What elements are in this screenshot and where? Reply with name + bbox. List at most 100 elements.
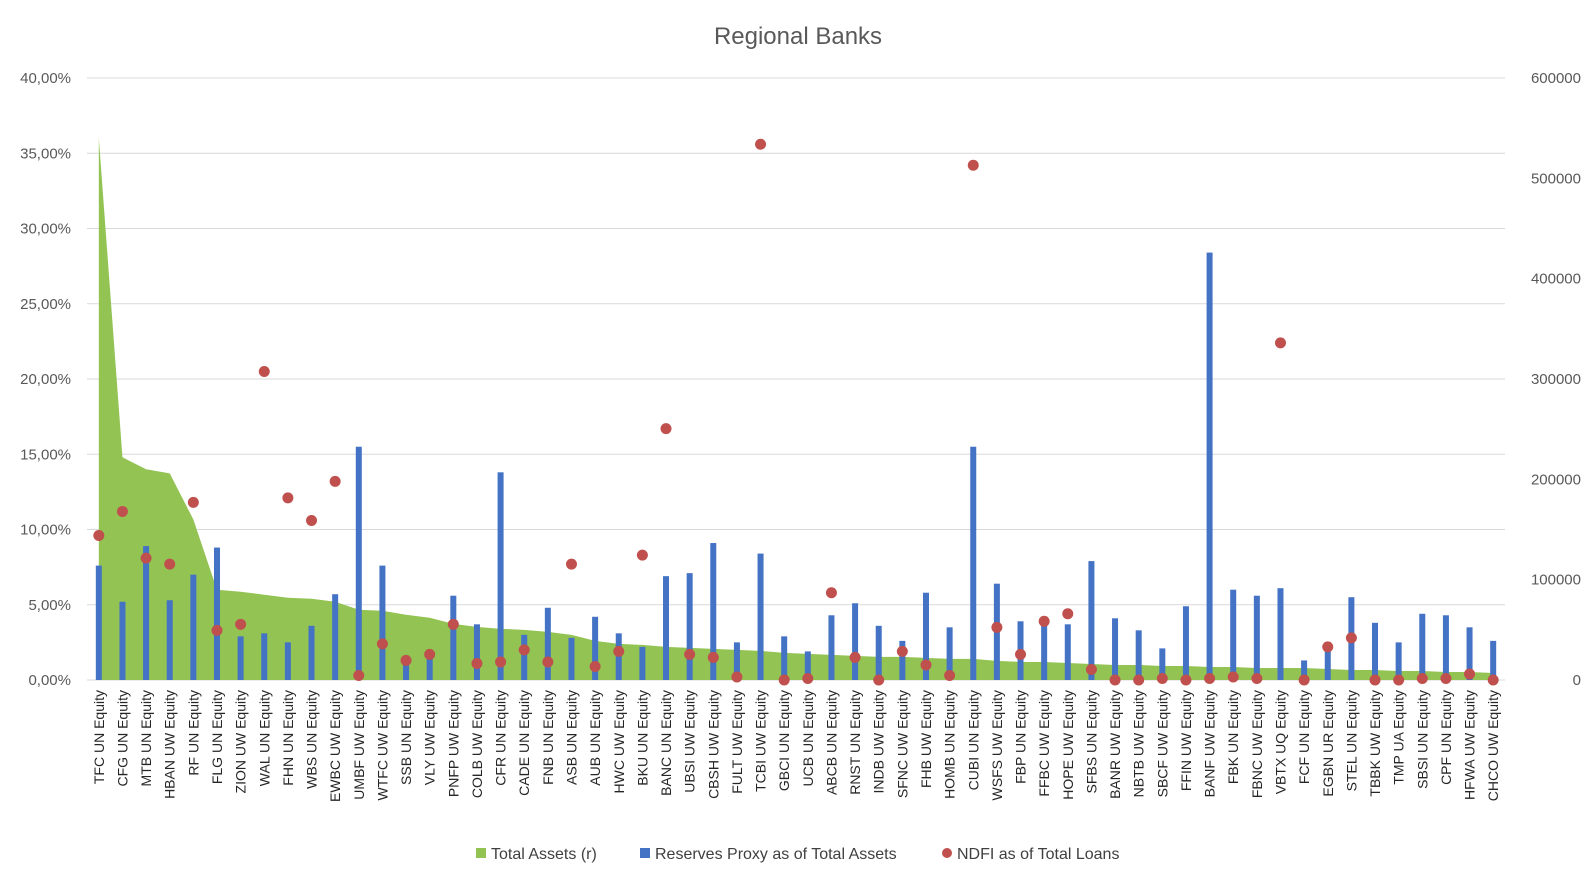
scatter-series bbox=[93, 138, 1499, 686]
area-series bbox=[98, 138, 1494, 680]
x-category-label: FNB UN Equity bbox=[540, 690, 556, 785]
legend-swatch-reserves bbox=[640, 848, 650, 858]
bar-reserves bbox=[166, 600, 173, 680]
y-left-tick-label: 35,00% bbox=[20, 145, 71, 162]
bar-reserves bbox=[781, 636, 788, 680]
x-category-label: HOPE UW Equity bbox=[1060, 690, 1076, 800]
point-ndfi bbox=[140, 552, 152, 564]
bar-reserves bbox=[639, 646, 646, 680]
bar-reserves bbox=[1088, 561, 1095, 680]
y-left-tick-label: 5,00% bbox=[28, 597, 71, 614]
point-ndfi bbox=[258, 365, 270, 377]
y-right-tick-label: 0 bbox=[1573, 672, 1581, 689]
x-category-label: PNFP UW Equity bbox=[445, 690, 461, 797]
bar-reserves bbox=[1230, 589, 1237, 680]
y-left-tick-label: 40,00% bbox=[20, 70, 71, 87]
bar-reserves bbox=[804, 651, 811, 680]
point-ndfi bbox=[707, 651, 719, 663]
x-category-label: SFNC UW Equity bbox=[894, 690, 910, 798]
y-left-tick-label: 10,00% bbox=[20, 522, 71, 539]
point-ndfi bbox=[1227, 671, 1239, 683]
bar-reserves bbox=[828, 615, 835, 680]
x-category-label: CUBI UN Equity bbox=[965, 690, 981, 790]
x-category-label: EWBC UW Equity bbox=[327, 690, 343, 802]
bar-reserves bbox=[1372, 622, 1379, 680]
point-ndfi bbox=[1062, 608, 1074, 620]
x-category-label: EGBN UR Equity bbox=[1320, 690, 1336, 797]
bar-reserves bbox=[379, 565, 386, 680]
category-labels: TFC UN Equity CFG UN Equity MTB UN Equity H… bbox=[91, 690, 1501, 802]
point-ndfi bbox=[565, 558, 577, 570]
bar-reserves bbox=[497, 472, 504, 680]
bar-reserves bbox=[710, 543, 717, 680]
x-category-label: NBTB UW Equity bbox=[1131, 690, 1147, 797]
bar-reserves bbox=[521, 634, 528, 680]
x-category-label: UMBF UW Equity bbox=[351, 690, 367, 800]
x-category-label: FFBC UW Equity bbox=[1036, 690, 1052, 797]
bar-reserves bbox=[733, 642, 740, 680]
bar-reserves bbox=[143, 546, 150, 680]
legend-label-total-assets: Total Assets (r) bbox=[491, 846, 597, 863]
bar-reserves bbox=[1466, 627, 1473, 680]
x-category-label: FHB UW Equity bbox=[918, 690, 934, 788]
bar-reserves bbox=[922, 592, 929, 680]
bar-reserves bbox=[1182, 606, 1189, 680]
point-ndfi bbox=[920, 659, 932, 671]
y-left-tick-label: 0,00% bbox=[28, 672, 71, 689]
x-category-label: FFIN UW Equity bbox=[1178, 690, 1194, 791]
left-axis: 0,00% 5,00% 10,00% 15,00% 20,00% 25,00% 30,00%… bbox=[20, 70, 71, 689]
point-ndfi bbox=[1251, 672, 1263, 684]
gridlines bbox=[87, 77, 1505, 681]
x-category-label: SBSI UN Equity bbox=[1414, 690, 1430, 789]
x-category-label: BANR UW Equity bbox=[1107, 690, 1123, 799]
bar-reserves bbox=[1041, 621, 1048, 680]
x-category-label: BANF UW Equity bbox=[1202, 690, 1218, 797]
x-category-label: WBS UN Equity bbox=[304, 690, 320, 789]
x-category-label: TMP UA Equity bbox=[1391, 690, 1407, 785]
x-category-label: CPF UN Equity bbox=[1438, 690, 1454, 785]
x-category-label: MTB UN Equity bbox=[138, 690, 154, 786]
point-ndfi bbox=[1298, 674, 1310, 686]
x-category-label: CHCO UW Equity bbox=[1485, 690, 1501, 801]
bar-reserves bbox=[852, 603, 859, 680]
point-ndfi bbox=[755, 138, 767, 150]
x-category-label: TBBK UW Equity bbox=[1367, 690, 1383, 797]
bar-reserves bbox=[450, 595, 457, 680]
point-ndfi bbox=[306, 514, 318, 526]
area-total-assets bbox=[98, 138, 1494, 680]
point-ndfi bbox=[660, 423, 672, 435]
bar-reserves bbox=[1301, 660, 1308, 680]
x-category-label: ABCB UN Equity bbox=[823, 690, 839, 795]
point-ndfi bbox=[447, 618, 459, 630]
x-category-label: FULT UW Equity bbox=[729, 690, 745, 794]
x-category-label: ASB UN Equity bbox=[563, 690, 579, 785]
point-ndfi bbox=[471, 657, 483, 669]
point-ndfi bbox=[1464, 668, 1476, 680]
point-ndfi bbox=[1345, 632, 1357, 644]
bar-reserves bbox=[284, 642, 291, 680]
x-category-label: UCB UN Equity bbox=[800, 690, 816, 786]
point-ndfi bbox=[1416, 672, 1428, 684]
bar-reserves bbox=[473, 624, 480, 680]
point-ndfi bbox=[282, 492, 294, 504]
bar-reserves bbox=[1064, 624, 1071, 680]
bar-reserves bbox=[403, 660, 410, 680]
legend-marker-ndfi bbox=[942, 848, 952, 858]
point-ndfi bbox=[376, 638, 388, 650]
bar-reserves bbox=[355, 446, 362, 680]
point-ndfi bbox=[991, 621, 1003, 633]
point-ndfi bbox=[1156, 672, 1168, 684]
x-category-label: WTFC UW Equity bbox=[374, 690, 390, 800]
x-category-label: AUB UN Equity bbox=[587, 690, 603, 786]
point-ndfi bbox=[1133, 674, 1145, 686]
x-category-label: TCBI UW Equity bbox=[753, 690, 769, 792]
legend-label-reserves: Reserves Proxy as of Total Assets bbox=[655, 846, 897, 863]
point-ndfi bbox=[802, 672, 814, 684]
x-category-label: INDB UW Equity bbox=[871, 690, 887, 793]
point-ndfi bbox=[849, 651, 861, 663]
bar-reserves bbox=[1490, 640, 1497, 680]
point-ndfi bbox=[542, 656, 554, 668]
x-category-label: FBP UN Equity bbox=[1013, 690, 1029, 784]
bar-reserves bbox=[1112, 618, 1119, 680]
